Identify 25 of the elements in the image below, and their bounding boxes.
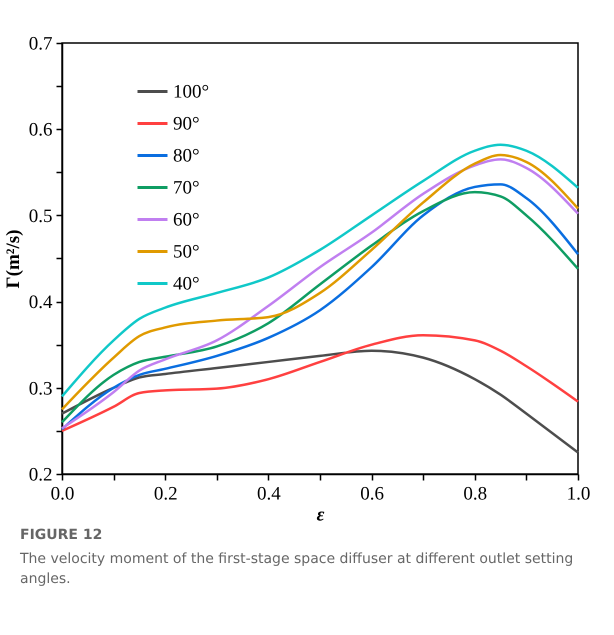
y-tick-label: 0.6 — [28, 120, 52, 141]
y-tick-label: 0.7 — [28, 34, 52, 54]
y-tick-label: 0.5 — [28, 206, 52, 227]
legend-label: 80° — [173, 146, 200, 166]
legend-label: 40° — [173, 274, 200, 294]
line-series — [60, 349, 580, 454]
legend-label: 90° — [173, 114, 200, 134]
y-tick-label: 0.4 — [28, 292, 53, 314]
y-tick-label: 0.3 — [28, 378, 52, 400]
legend-label: 50° — [173, 242, 200, 262]
y-tick-label: 0.2 — [28, 464, 52, 486]
y-axis-title: Γ(m²/s) — [2, 230, 24, 288]
legend-label: 70° — [173, 178, 200, 198]
x-tick-label: 1.0 — [566, 484, 590, 504]
x-tick-label: 0.4 — [257, 484, 282, 504]
x-tick-label: 0.8 — [463, 484, 488, 504]
legend-label: 100° — [173, 82, 210, 102]
x-axis-title: ε — [316, 504, 325, 526]
x-tick-label: 0.0 — [50, 484, 74, 504]
legend-label: 60° — [173, 210, 200, 230]
text: The velocity moment of the first-stage space diffuser at different outlet setting angles. — [20, 550, 574, 589]
caption: FIGURE 12 — [20, 527, 104, 543]
x-tick-label: 0.6 — [360, 484, 384, 504]
x-tick-label: 0.2 — [154, 484, 178, 504]
line-series — [60, 334, 580, 432]
